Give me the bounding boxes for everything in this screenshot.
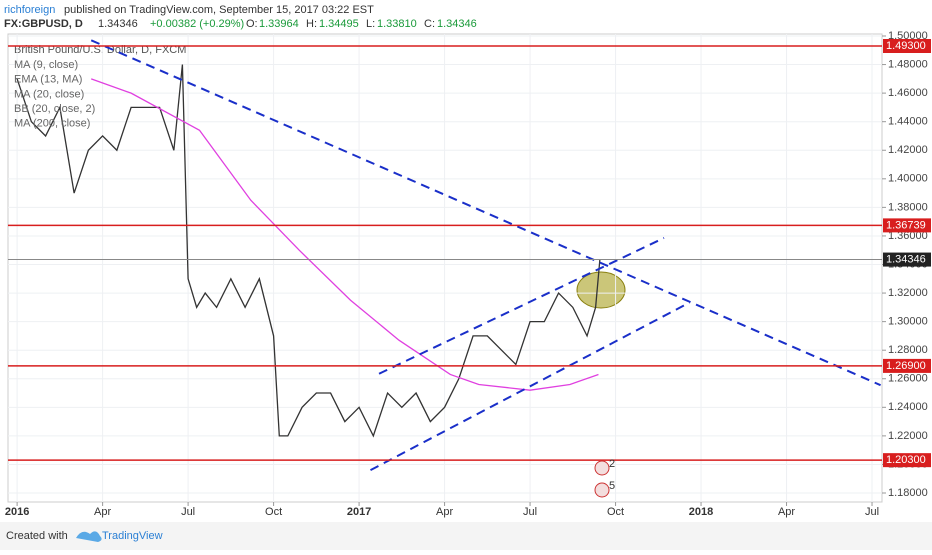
y-tick-label: 1.46000 [888, 87, 928, 99]
indicator-label: MA (200, close) [14, 118, 90, 130]
event-label: 5 [609, 480, 615, 492]
change: +0.00382 (+0.29%) [150, 18, 244, 30]
level-label: 1.20300 [886, 454, 926, 466]
y-tick-label: 1.28000 [888, 344, 928, 356]
trend-line [90, 39, 881, 387]
level-label: 1.49300 [886, 40, 926, 52]
indicator-label: MA (9, close) [14, 59, 78, 71]
close: 1.34346 [437, 18, 477, 30]
y-tick-label: 1.42000 [888, 144, 928, 156]
last-price-bg [883, 252, 931, 267]
x-tick-label: Apr [436, 506, 453, 518]
close-label: C: [424, 18, 435, 30]
y-tick-label: 1.40000 [888, 173, 928, 185]
x-tick-label: 2017 [347, 506, 371, 518]
y-tick-label: 1.24000 [888, 401, 928, 413]
price-line [90, 78, 599, 391]
user[interactable]: richforeign [4, 4, 55, 16]
level-label: 1.36739 [886, 219, 926, 231]
footer-brand[interactable]: TradingView [102, 530, 163, 542]
y-tick-label: 1.22000 [888, 430, 928, 442]
tv-logo [76, 531, 102, 542]
chart-title: British Pound/U.S. Dollar, D, FXCM [14, 44, 186, 56]
level-label: 1.26900 [886, 360, 926, 372]
event-label: 2 [609, 458, 615, 470]
open-label: O: [246, 18, 258, 30]
y-tick-label: 1.38000 [888, 201, 928, 213]
footer-created: Created with [6, 530, 68, 542]
level-label-bg [883, 38, 931, 53]
y-tick-label: 1.36000 [888, 230, 928, 242]
highlight-ellipse [576, 271, 626, 309]
high: 1.34495 [319, 18, 359, 30]
x-tick-label: Jul [181, 506, 195, 518]
level-label-bg [883, 453, 931, 468]
low: 1.33810 [377, 18, 417, 30]
level-label-bg [883, 218, 931, 233]
y-tick-label: 1.32000 [888, 287, 928, 299]
x-tick-label: Oct [265, 506, 282, 518]
low-label: L: [366, 18, 375, 30]
trend-line [370, 301, 691, 472]
price-line [16, 64, 601, 438]
x-tick-label: Oct [607, 506, 624, 518]
x-tick-label: Apr [778, 506, 795, 518]
x-tick-label: Jul [523, 506, 537, 518]
y-tick-label: 1.26000 [888, 373, 928, 385]
level-label-bg [883, 358, 931, 373]
y-tick-label: 1.50000 [888, 30, 928, 42]
footer-bar [0, 522, 932, 550]
y-tick-label: 1.44000 [888, 116, 928, 128]
x-tick-label: 2018 [689, 506, 713, 518]
event-icon [594, 460, 610, 476]
x-tick-label: Jul [865, 506, 879, 518]
x-tick-label: Apr [94, 506, 111, 518]
published: published on TradingView.com, September … [64, 4, 374, 16]
y-tick-label: 1.48000 [888, 58, 928, 70]
indicator-label: BB (20, close, 2) [14, 103, 95, 115]
event-icon [594, 482, 610, 498]
indicator-label: EMA (13, MA) [14, 74, 82, 86]
y-tick-label: 1.18000 [888, 487, 928, 499]
trend-line [378, 237, 665, 375]
open: 1.33964 [259, 18, 299, 30]
x-tick-label: 2016 [5, 506, 29, 518]
y-tick-label: 1.30000 [888, 316, 928, 328]
plot-layer [8, 34, 882, 502]
last-price-label: 1.34346 [886, 253, 926, 265]
price: 1.34346 [98, 18, 138, 30]
high-label: H: [306, 18, 317, 30]
symbol: FX:GBPUSD, D [4, 18, 83, 30]
indicator-label: MA (20, close) [14, 88, 84, 100]
